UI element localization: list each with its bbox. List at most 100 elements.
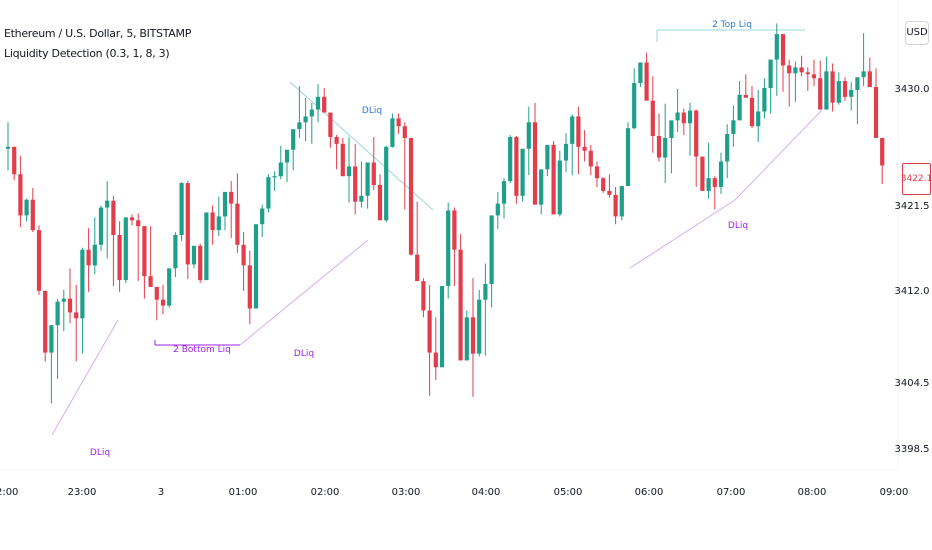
candle-body xyxy=(384,146,389,221)
candle xyxy=(650,76,655,153)
candle-body xyxy=(805,72,810,75)
candle-body xyxy=(191,245,197,265)
candle xyxy=(241,232,246,291)
candle xyxy=(532,102,538,205)
candle-body xyxy=(43,290,48,353)
candle-body xyxy=(179,183,184,235)
candle xyxy=(749,86,755,129)
candle-body xyxy=(632,83,637,129)
candle-body xyxy=(216,216,221,231)
candle xyxy=(836,72,841,105)
candle-body xyxy=(563,143,569,161)
candle xyxy=(18,155,23,228)
candle xyxy=(756,89,761,142)
candle xyxy=(235,173,240,253)
x-tick-label: 07:00 xyxy=(717,487,746,498)
candle-body xyxy=(756,111,761,127)
candle xyxy=(43,290,48,362)
candle xyxy=(762,78,767,119)
candle xyxy=(818,60,823,110)
candle xyxy=(105,181,110,259)
candle xyxy=(687,102,693,156)
candle-body xyxy=(173,235,178,269)
candle xyxy=(588,144,593,176)
candle xyxy=(632,68,637,130)
candle-body xyxy=(241,244,246,266)
candle-body xyxy=(105,200,110,208)
candle xyxy=(681,108,686,136)
candle xyxy=(98,205,104,251)
candle-body xyxy=(873,87,879,138)
candle xyxy=(743,74,748,98)
candle-body xyxy=(86,249,91,266)
candle-body xyxy=(638,62,643,84)
candle xyxy=(198,243,203,284)
candle xyxy=(526,106,531,176)
candle-body xyxy=(253,224,259,309)
candle xyxy=(67,268,73,324)
candle xyxy=(92,217,97,275)
candle xyxy=(24,198,29,222)
indicator-legend[interactable]: Liquidity Detection (0.3, 1, 8, 3) xyxy=(4,47,170,60)
candle-body xyxy=(501,181,507,204)
candle xyxy=(477,289,482,357)
candle-body xyxy=(154,286,159,300)
candle xyxy=(811,59,817,87)
candle xyxy=(222,191,228,231)
x-tick-label: 01:00 xyxy=(229,487,258,498)
symbol-legend[interactable]: Ethereum / U.S. Dollar, 5, BITSTAMP xyxy=(4,27,192,40)
bottom-liq-trend-line xyxy=(51,319,119,436)
candle-body xyxy=(464,317,469,361)
candle-body xyxy=(142,226,147,277)
candle-body xyxy=(849,89,854,97)
candle-body xyxy=(830,71,835,103)
candle xyxy=(272,171,277,191)
currency-button[interactable]: USD xyxy=(905,21,929,45)
candle-body xyxy=(359,195,364,202)
candle-body xyxy=(787,65,792,74)
candle xyxy=(489,215,494,308)
candle xyxy=(123,217,128,284)
candle xyxy=(799,55,804,77)
candle xyxy=(625,122,631,186)
candle xyxy=(160,284,166,315)
candle-body xyxy=(619,186,624,217)
candle xyxy=(216,196,221,236)
candle-body xyxy=(340,143,345,177)
candle xyxy=(849,82,854,111)
candle-body xyxy=(5,146,11,149)
candle xyxy=(582,130,587,162)
candle-body xyxy=(80,249,85,319)
candle xyxy=(470,278,476,397)
candle-body xyxy=(570,116,575,144)
candle xyxy=(514,136,519,204)
candle-body xyxy=(687,110,693,124)
candle xyxy=(179,182,184,241)
candle xyxy=(61,289,66,332)
candle-body xyxy=(415,254,420,282)
candle-body xyxy=(222,191,228,217)
candle-body xyxy=(278,162,283,177)
candle xyxy=(725,124,730,179)
candle-body xyxy=(508,137,513,182)
candle xyxy=(880,137,885,185)
y-tick-label: 3421.5 xyxy=(895,201,930,212)
candle-body xyxy=(625,128,631,186)
candle-body xyxy=(266,177,271,209)
candle xyxy=(718,152,724,194)
candle-body xyxy=(402,126,407,138)
candle xyxy=(415,201,420,282)
candle xyxy=(260,204,265,237)
candle xyxy=(390,113,395,148)
candle xyxy=(421,278,426,318)
bottom-liq-trend-line xyxy=(629,199,736,269)
candle-body xyxy=(663,137,668,158)
bottom-liq-trend-line xyxy=(734,109,823,201)
candle-body xyxy=(706,178,711,191)
candle xyxy=(117,221,122,292)
x-tick-label: 09:00 xyxy=(880,487,909,498)
candle-body xyxy=(477,299,482,354)
candle-body xyxy=(718,161,724,187)
candle xyxy=(539,169,544,215)
